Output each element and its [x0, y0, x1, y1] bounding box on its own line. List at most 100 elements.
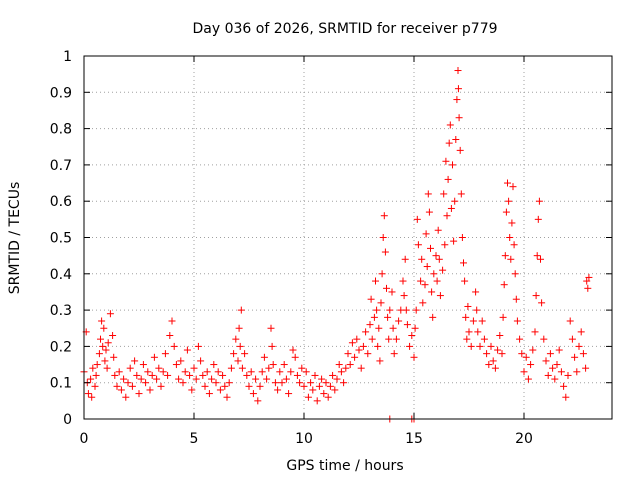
data-point [93, 361, 101, 369]
data-point [159, 368, 167, 376]
data-point [392, 335, 400, 343]
data-point [501, 252, 509, 260]
data-point [181, 368, 189, 376]
data-point [186, 371, 194, 379]
data-point [139, 361, 147, 369]
data-point [446, 121, 454, 129]
data-point [175, 375, 183, 383]
data-point [427, 244, 434, 252]
data-point [315, 382, 323, 390]
data-point [512, 295, 520, 303]
data-point [403, 321, 411, 329]
data-point [442, 157, 450, 165]
data-point [291, 353, 299, 361]
data-point [557, 368, 565, 376]
data-point [348, 339, 356, 347]
data-point [146, 386, 154, 394]
data-point [540, 335, 548, 343]
data-point [555, 346, 563, 354]
data-point [256, 382, 264, 390]
data-point [461, 277, 469, 285]
y-tick-label: 0 [63, 412, 72, 428]
data-point [524, 375, 532, 383]
data-point [449, 161, 456, 169]
data-point [128, 382, 136, 390]
data-point [553, 361, 561, 369]
data-point [219, 371, 227, 379]
data-point [268, 342, 276, 350]
data-point [161, 350, 169, 358]
data-point [401, 255, 409, 263]
data-point [230, 350, 238, 358]
data-point [469, 317, 477, 325]
data-point [579, 350, 587, 358]
data-point [390, 350, 398, 358]
data-point [421, 281, 429, 289]
data-point [504, 179, 511, 187]
data-point [311, 371, 319, 379]
data-point [307, 379, 315, 387]
x-axis-label: GPS time / hours [286, 458, 403, 474]
data-point [506, 234, 514, 241]
data-point [516, 335, 524, 343]
data-point [309, 386, 317, 394]
data-point [238, 364, 246, 372]
data-point [456, 146, 464, 154]
data-point [278, 379, 286, 387]
data-point [450, 237, 458, 245]
data-point [534, 215, 542, 223]
data-point [483, 350, 491, 358]
data-point [582, 364, 590, 372]
data-point [212, 379, 220, 387]
data-point [428, 288, 436, 296]
data-point [538, 299, 546, 307]
data-point [300, 382, 308, 390]
data-point [329, 371, 337, 379]
y-tick-label: 0.4 [50, 267, 72, 283]
data-point [199, 371, 207, 379]
data-point [508, 219, 516, 227]
data-point [293, 371, 301, 379]
data-point [302, 368, 310, 376]
data-point [254, 397, 262, 405]
data-point [320, 390, 328, 398]
data-point [170, 342, 178, 350]
data-point [313, 397, 321, 405]
data-point [223, 393, 231, 401]
data-point [566, 317, 574, 325]
data-point [373, 306, 381, 314]
data-point [188, 386, 196, 394]
data-point [474, 328, 482, 336]
data-point [194, 342, 202, 350]
data-point [287, 368, 295, 376]
data-point [544, 371, 552, 379]
data-point [103, 364, 111, 372]
data-point [137, 375, 145, 383]
data-point [531, 328, 539, 336]
y-tick-label: 0.1 [50, 376, 72, 392]
data-point [201, 382, 209, 390]
data-point [383, 284, 390, 292]
data-point [385, 335, 393, 343]
data-point [260, 353, 268, 361]
data-point [454, 67, 462, 75]
data-point [120, 375, 128, 383]
data-point [109, 332, 117, 340]
data-point [411, 324, 419, 332]
data-point [197, 357, 205, 365]
data-point [445, 139, 453, 147]
data-point [424, 190, 432, 198]
data-point [472, 288, 480, 296]
data-point [269, 361, 277, 369]
y-tick-label: 0.6 [50, 194, 72, 210]
data-point [380, 212, 388, 220]
data-point [478, 317, 486, 325]
data-point [498, 350, 506, 358]
data-point [434, 226, 442, 234]
axis-ticks: 00.10.20.30.40.50.60.70.80.910 5 10 15 20 [50, 49, 612, 447]
data-point [280, 361, 288, 369]
data-point [510, 241, 518, 249]
data-point [568, 335, 576, 343]
data-point [267, 324, 275, 332]
